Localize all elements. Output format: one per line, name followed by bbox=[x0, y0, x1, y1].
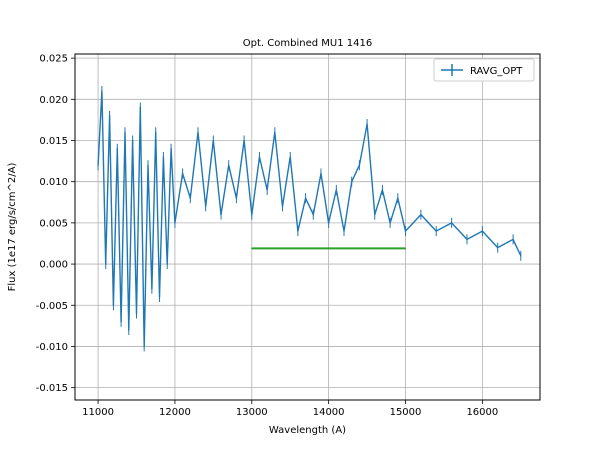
data-point bbox=[520, 255, 522, 257]
y-tick-label: 0.020 bbox=[39, 95, 68, 106]
data-point bbox=[381, 189, 384, 191]
data-point bbox=[274, 131, 276, 133]
y-tick-label: 0.010 bbox=[39, 177, 68, 188]
data-point bbox=[228, 164, 230, 166]
data-point bbox=[404, 247, 407, 250]
data-point bbox=[481, 230, 483, 232]
data-point bbox=[397, 197, 399, 199]
y-axis-title: Flux (1e17 erg/s/cm^2/A) bbox=[7, 163, 18, 292]
data-point bbox=[335, 189, 337, 191]
data-point bbox=[132, 139, 134, 142]
data-point bbox=[320, 172, 322, 175]
data-point bbox=[351, 181, 353, 183]
data-point bbox=[205, 205, 207, 208]
data-point bbox=[266, 189, 268, 191]
x-axis-title: Wavelength (A) bbox=[269, 425, 346, 436]
data-point bbox=[366, 123, 368, 125]
data-point bbox=[404, 230, 407, 232]
data-point bbox=[220, 214, 222, 216]
grid bbox=[75, 54, 540, 400]
data-point bbox=[182, 172, 184, 175]
data-point bbox=[174, 222, 176, 224]
y-tick-label: 0.015 bbox=[39, 136, 68, 147]
y-tick-label: 0.025 bbox=[39, 54, 68, 65]
data-point bbox=[170, 148, 172, 150]
legend: RAVG_OPT bbox=[433, 58, 535, 82]
data-point bbox=[435, 230, 437, 232]
plot-frame bbox=[74, 53, 541, 401]
data-point bbox=[162, 156, 164, 158]
data-point bbox=[251, 214, 253, 216]
data-point bbox=[139, 106, 141, 109]
data-point bbox=[116, 148, 118, 150]
data-point bbox=[151, 288, 153, 290]
data-point bbox=[128, 329, 130, 331]
y-tick-label: 0.000 bbox=[39, 260, 68, 271]
y-tick-label: 0.005 bbox=[39, 218, 68, 229]
x-tick-label: 12000 bbox=[159, 407, 191, 418]
series-ravg_opt bbox=[97, 86, 522, 352]
x-tick-label: 15000 bbox=[390, 407, 422, 418]
data-point bbox=[251, 247, 253, 250]
data-point bbox=[497, 246, 499, 249]
data-point bbox=[281, 205, 284, 208]
x-tick-label: 14000 bbox=[313, 407, 345, 418]
data-point bbox=[97, 164, 99, 166]
data-point bbox=[155, 131, 157, 133]
data-point bbox=[512, 238, 514, 240]
data-point bbox=[258, 156, 261, 158]
y-tick-label: -0.010 bbox=[36, 342, 68, 353]
data-point bbox=[243, 139, 245, 142]
data-point bbox=[343, 230, 345, 232]
data-point bbox=[135, 312, 138, 315]
legend-box bbox=[433, 58, 535, 82]
x-tick-label: 13000 bbox=[236, 407, 268, 418]
y-tick-label: -0.015 bbox=[36, 383, 68, 394]
data-point bbox=[143, 345, 145, 348]
chart-title: Opt. Combined MU1 1416 bbox=[243, 38, 372, 49]
data-point bbox=[108, 115, 111, 117]
data-point bbox=[389, 222, 391, 224]
x-tick-label: 16000 bbox=[466, 407, 498, 418]
data-point bbox=[197, 131, 199, 133]
data-point bbox=[328, 222, 330, 224]
data-point bbox=[297, 230, 299, 232]
legend-label-ravg-opt: RAVG_OPT bbox=[470, 66, 523, 77]
data-point bbox=[289, 156, 291, 158]
data-point bbox=[158, 296, 161, 298]
data-point bbox=[101, 90, 103, 92]
data-point bbox=[112, 304, 115, 306]
data-point bbox=[466, 238, 468, 240]
data-point bbox=[304, 197, 307, 199]
data-point bbox=[451, 222, 453, 224]
data-point bbox=[166, 263, 168, 265]
data-point bbox=[235, 197, 238, 199]
data-point bbox=[124, 131, 126, 133]
data-point bbox=[105, 263, 107, 265]
data-point bbox=[312, 214, 314, 216]
x-tick-label: 11000 bbox=[82, 407, 114, 418]
data-point bbox=[212, 139, 214, 142]
ticks: 11000 12000 13000 14000 15000 16000 -0.015 -0.0… bbox=[36, 54, 499, 418]
data-point bbox=[147, 164, 149, 166]
series-layer bbox=[97, 86, 522, 352]
data-point bbox=[420, 214, 422, 216]
data-point bbox=[374, 214, 376, 216]
series-1 bbox=[251, 247, 407, 250]
data-point bbox=[358, 164, 360, 166]
y-tick-label: -0.005 bbox=[36, 301, 68, 312]
data-point bbox=[189, 197, 191, 199]
data-point bbox=[120, 321, 122, 323]
